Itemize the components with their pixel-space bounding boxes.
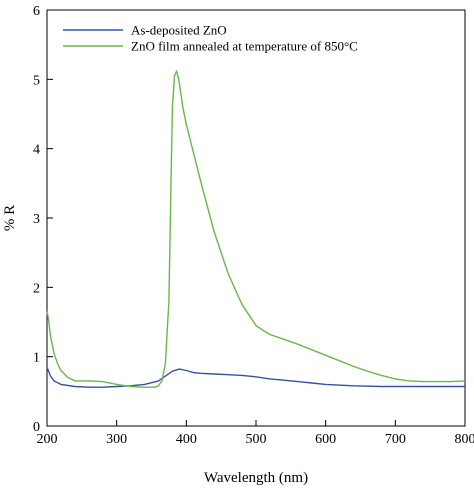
- y-tick-label: 4: [33, 143, 40, 158]
- y-tick-label: 0: [33, 420, 40, 435]
- series-line-2: [46, 70, 466, 388]
- axis-ticks: 200 300 400 500 600 700 800 0 1 2 3 4 5 6: [33, 4, 474, 447]
- series-layer: [46, 70, 466, 388]
- y-tick-label: 5: [33, 73, 40, 88]
- legend-label: As-deposited ZnO: [131, 23, 227, 38]
- y-tick-label: 2: [33, 281, 40, 296]
- x-axis-label: Wavelength (nm): [204, 470, 308, 486]
- y-tick-label: 1: [33, 351, 40, 366]
- y-axis-label: % R: [2, 205, 18, 231]
- x-tick-label: 200: [37, 432, 58, 447]
- series-line-1: [46, 366, 465, 388]
- x-tick-label: 400: [176, 432, 197, 447]
- x-tick-label: 300: [106, 432, 127, 447]
- plot-frame: [46, 9, 466, 427]
- legend-label: ZnO film annealed at temperature of 850°…: [131, 39, 358, 54]
- x-tick-label: 700: [385, 432, 406, 447]
- x-tick-label: 800: [455, 432, 474, 447]
- x-tick-label: 500: [246, 432, 267, 447]
- x-tick-label: 600: [315, 432, 336, 447]
- y-tick-label: 3: [33, 212, 40, 227]
- y-tick-label: 6: [33, 4, 40, 19]
